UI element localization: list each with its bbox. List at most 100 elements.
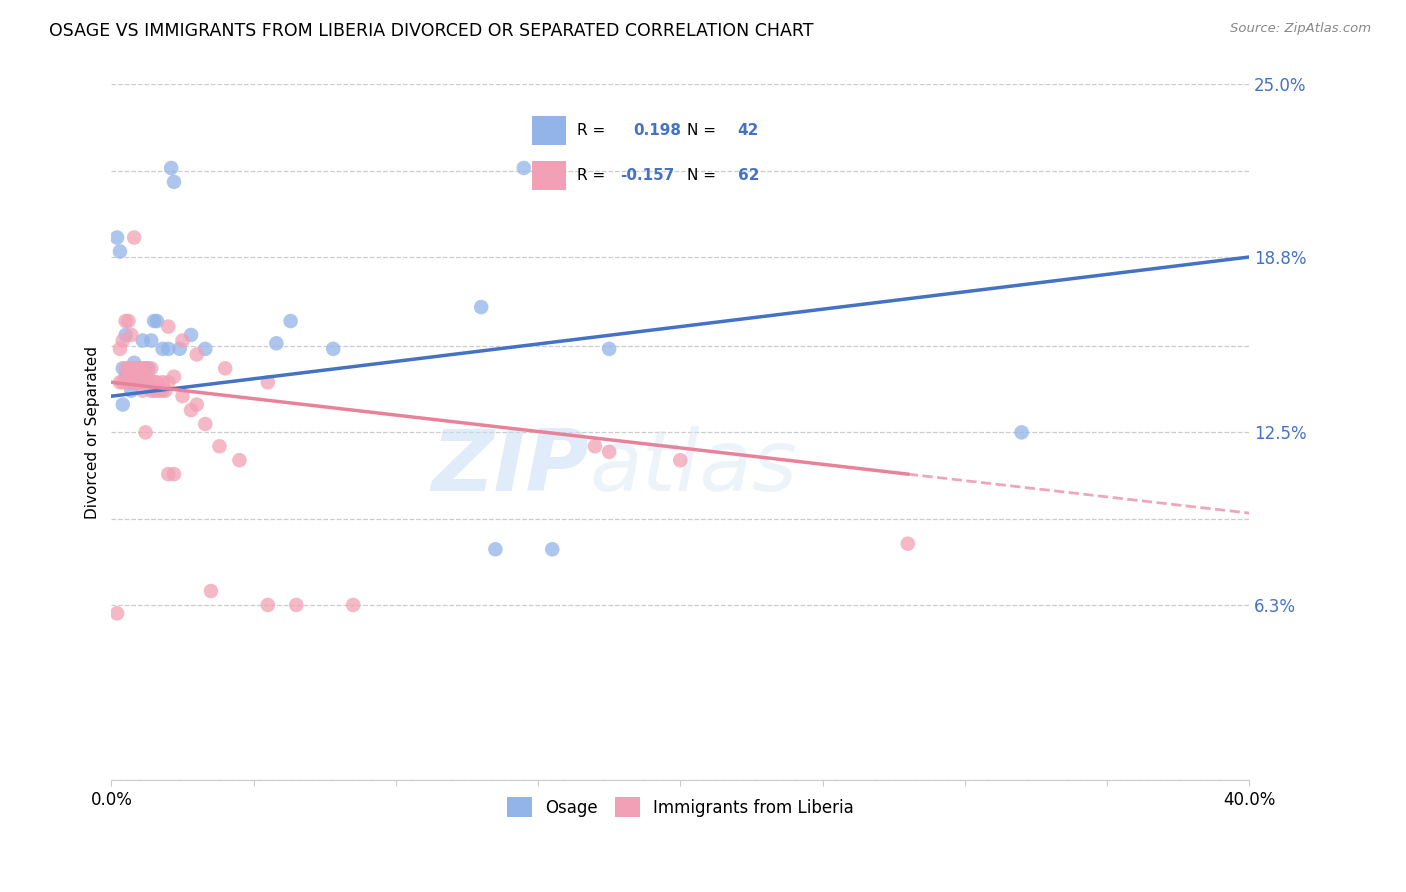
Point <box>208 439 231 453</box>
Point <box>117 369 139 384</box>
Point <box>180 403 202 417</box>
Point <box>214 361 236 376</box>
Text: Source: ZipAtlas.com: Source: ZipAtlas.com <box>1230 22 1371 36</box>
Point <box>146 314 169 328</box>
Point <box>160 161 183 175</box>
Point <box>135 361 157 376</box>
Point <box>125 361 148 376</box>
Point <box>117 369 139 384</box>
Point <box>180 328 202 343</box>
Point <box>120 328 142 343</box>
Point <box>114 369 136 384</box>
Point <box>172 334 194 348</box>
Point <box>157 319 180 334</box>
Point <box>120 376 142 390</box>
Point <box>120 376 142 390</box>
Point <box>135 361 157 376</box>
Point <box>143 376 166 390</box>
Point <box>146 376 169 390</box>
Point <box>152 384 174 398</box>
Point <box>155 384 177 398</box>
Point <box>141 334 163 348</box>
Point <box>114 361 136 376</box>
Point <box>135 376 157 390</box>
Point <box>470 300 492 314</box>
Point <box>138 369 160 384</box>
Point <box>111 334 134 348</box>
Legend: Osage, Immigrants from Liberia: Osage, Immigrants from Liberia <box>501 790 860 824</box>
Point <box>128 369 150 384</box>
Point <box>322 342 344 356</box>
Point <box>111 398 134 412</box>
Point <box>163 467 186 482</box>
Point <box>598 445 620 459</box>
Point <box>172 389 194 403</box>
Point <box>541 542 564 557</box>
Text: atlas: atlas <box>589 425 797 508</box>
Point <box>108 342 131 356</box>
Point <box>143 384 166 398</box>
Point <box>122 356 145 370</box>
Point <box>117 376 139 390</box>
Point <box>114 314 136 328</box>
Point <box>108 376 131 390</box>
Point <box>131 376 153 390</box>
Point <box>117 361 139 376</box>
Point <box>186 398 208 412</box>
Point <box>108 244 131 259</box>
Point <box>135 425 157 440</box>
Point <box>128 376 150 390</box>
Point <box>200 584 222 599</box>
Point <box>257 598 280 612</box>
Point <box>128 361 150 376</box>
Point <box>141 361 163 376</box>
Point <box>669 453 692 467</box>
Point <box>125 376 148 390</box>
Point <box>157 342 180 356</box>
Point <box>122 376 145 390</box>
Point <box>194 417 217 431</box>
Point <box>152 342 174 356</box>
Point <box>128 369 150 384</box>
Point <box>122 230 145 244</box>
Point <box>285 598 308 612</box>
Point <box>122 376 145 390</box>
Point <box>163 369 186 384</box>
Point <box>131 384 153 398</box>
Point <box>194 342 217 356</box>
Text: OSAGE VS IMMIGRANTS FROM LIBERIA DIVORCED OR SEPARATED CORRELATION CHART: OSAGE VS IMMIGRANTS FROM LIBERIA DIVORCE… <box>49 22 814 40</box>
Point <box>117 314 139 328</box>
Point <box>114 328 136 343</box>
Point <box>257 376 280 390</box>
Point <box>105 607 128 621</box>
Point <box>157 376 180 390</box>
Point <box>131 334 153 348</box>
Point <box>583 439 606 453</box>
Point <box>149 384 172 398</box>
Point <box>111 361 134 376</box>
Point <box>141 384 163 398</box>
Point <box>117 361 139 376</box>
Point <box>342 598 364 612</box>
Point <box>122 361 145 376</box>
Point <box>122 361 145 376</box>
Point <box>169 342 191 356</box>
Point <box>266 336 288 351</box>
Point <box>152 376 174 390</box>
Point <box>280 314 302 328</box>
Point <box>125 361 148 376</box>
Point <box>128 376 150 390</box>
Point <box>143 314 166 328</box>
Y-axis label: Divorced or Separated: Divorced or Separated <box>86 346 100 519</box>
Point <box>120 361 142 376</box>
Point <box>484 542 506 557</box>
Point <box>598 342 620 356</box>
Point <box>111 376 134 390</box>
Point <box>128 361 150 376</box>
Point <box>146 384 169 398</box>
Text: ZIP: ZIP <box>432 425 589 508</box>
Point <box>157 467 180 482</box>
Point <box>1011 425 1033 440</box>
Point <box>138 376 160 390</box>
Point <box>228 453 250 467</box>
